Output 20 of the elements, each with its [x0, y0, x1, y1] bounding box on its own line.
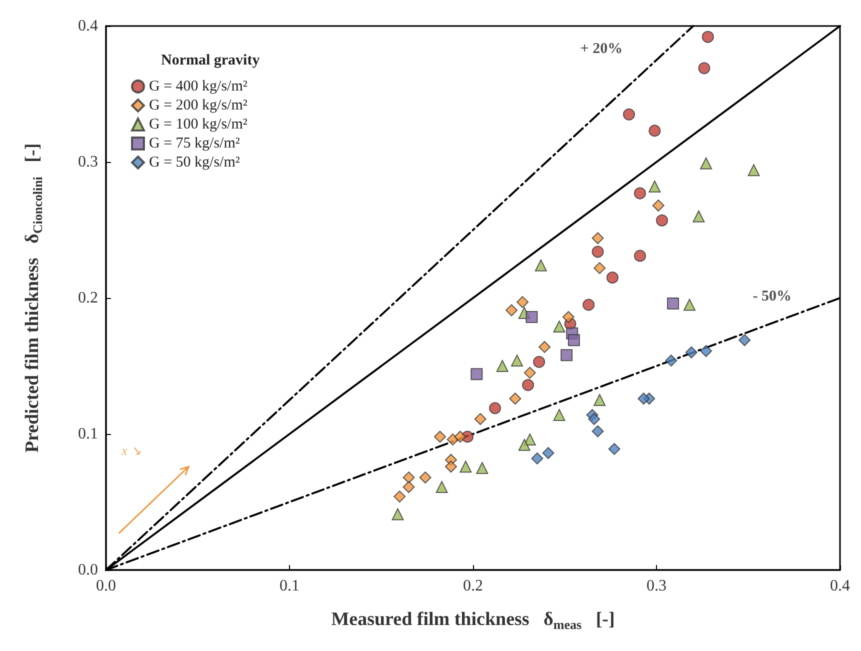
y-tick-label: 0.2	[78, 290, 98, 306]
legend-title: Normal gravity	[161, 52, 260, 68]
legend-label: G = 100 kg/s/m²	[149, 116, 248, 132]
legend-label: G = 50 kg/s/m²	[149, 154, 240, 170]
annotation: + 20%	[580, 41, 623, 58]
y-tick-label: 0.4	[78, 18, 98, 34]
x-tick-label: 0.3	[646, 578, 666, 594]
x-tick-label: 0.0	[96, 578, 116, 594]
annotation: - 50%	[752, 288, 792, 305]
x-tick-label: 0.1	[280, 578, 300, 594]
y-tick-label: 0.3	[78, 154, 98, 170]
annotation: x ↘	[120, 442, 142, 458]
legend-label: G = 400 kg/s/m²	[149, 78, 248, 94]
y-tick-label: 0.0	[78, 562, 98, 578]
x-tick-label: 0.2	[463, 578, 483, 594]
y-tick-label: 0.1	[78, 426, 98, 442]
y-axis-title: Predicted film thickness δCioncolini [-]	[22, 143, 45, 453]
legend-label: G = 75 kg/s/m²	[149, 136, 240, 152]
legend-label: G = 200 kg/s/m²	[149, 98, 248, 114]
x-tick-label: 0.4	[830, 578, 850, 594]
